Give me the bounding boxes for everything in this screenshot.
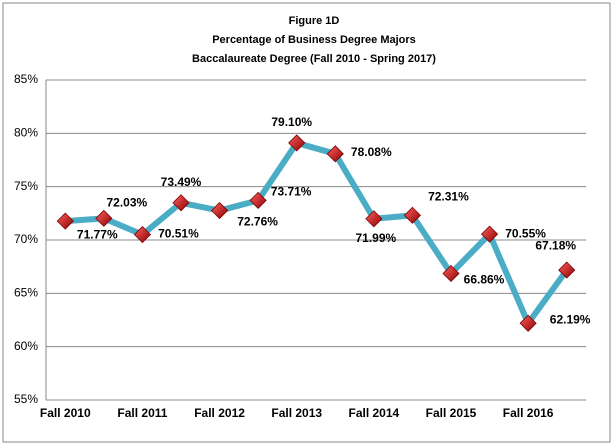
marker bbox=[519, 314, 537, 332]
marker bbox=[326, 145, 344, 163]
marker bbox=[558, 261, 576, 279]
data-label: 72.31% bbox=[428, 190, 469, 204]
x-tick-label: Fall 2010 bbox=[40, 406, 91, 420]
data-label: 79.10% bbox=[271, 115, 312, 129]
data-label: 78.08% bbox=[351, 145, 392, 159]
y-tick-label: 75% bbox=[14, 179, 38, 193]
data-label: 70.51% bbox=[158, 227, 199, 241]
marker bbox=[365, 210, 383, 228]
marker bbox=[249, 191, 267, 209]
y-tick-label: 60% bbox=[14, 339, 38, 353]
x-tick-label: Fall 2011 bbox=[117, 406, 167, 420]
y-tick-label: 65% bbox=[14, 286, 38, 300]
data-label: 73.71% bbox=[271, 185, 312, 199]
x-tick-label: Fall 2016 bbox=[503, 406, 554, 420]
marker bbox=[403, 206, 421, 224]
data-label: 62.19% bbox=[550, 312, 591, 326]
x-tick-label: Fall 2012 bbox=[194, 406, 245, 420]
chart-title: Baccalaureate Degree (Fall 2010 - Spring… bbox=[192, 53, 436, 65]
marker bbox=[211, 201, 229, 220]
data-label: 70.55% bbox=[505, 226, 546, 240]
x-tick-label: Fall 2015 bbox=[426, 406, 477, 420]
data-label: 73.49% bbox=[161, 175, 202, 189]
data-label: 72.76% bbox=[237, 215, 278, 229]
y-tick-label: 80% bbox=[14, 126, 38, 140]
data-label: 71.77% bbox=[77, 227, 118, 241]
y-tick-label: 85% bbox=[14, 72, 38, 86]
marker bbox=[172, 194, 190, 212]
data-label: 72.03% bbox=[107, 196, 148, 210]
marker bbox=[95, 209, 113, 227]
marker bbox=[56, 212, 74, 230]
chart-border bbox=[2, 2, 611, 443]
data-label: 66.86% bbox=[464, 273, 505, 287]
marker bbox=[481, 225, 499, 243]
series-line bbox=[65, 139, 570, 327]
data-label: 67.18% bbox=[535, 238, 576, 252]
x-tick-label: Fall 2013 bbox=[271, 406, 322, 420]
y-tick-label: 70% bbox=[14, 232, 38, 246]
y-tick-label: 55% bbox=[14, 392, 38, 406]
marker bbox=[133, 225, 151, 244]
x-tick-label: Fall 2014 bbox=[349, 406, 400, 420]
marker bbox=[442, 264, 460, 283]
marker bbox=[288, 134, 306, 152]
data-label: 71.99% bbox=[356, 231, 397, 245]
chart-title: Figure 1D bbox=[289, 15, 340, 27]
chart-title: Percentage of Business Degree Majors bbox=[212, 34, 416, 46]
